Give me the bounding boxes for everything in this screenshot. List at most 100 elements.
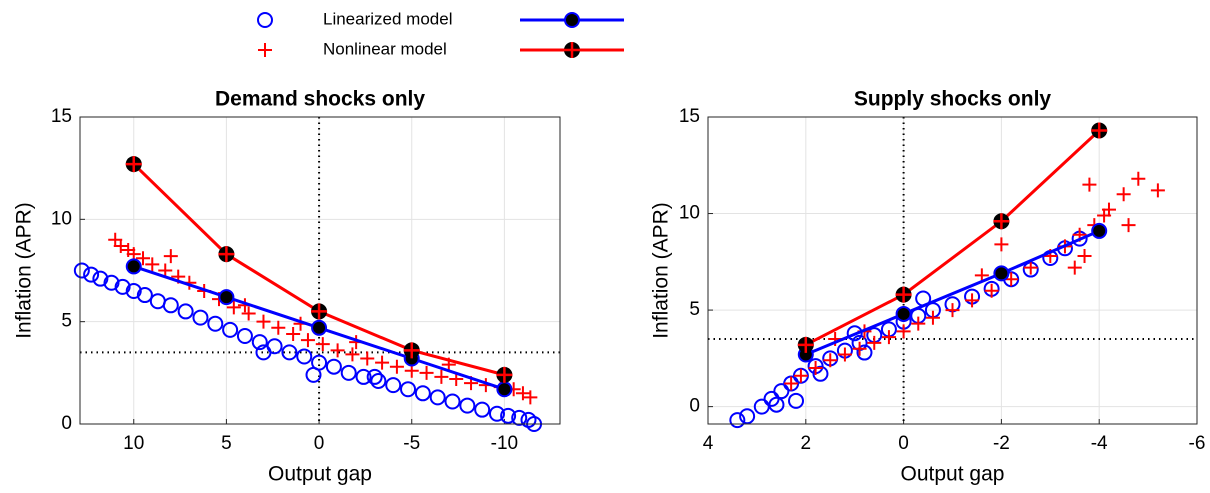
marker — [793, 368, 808, 383]
marker — [500, 407, 517, 424]
marker — [385, 377, 402, 394]
marker — [400, 381, 417, 398]
marker — [895, 305, 912, 322]
marker — [158, 263, 173, 278]
y-tick-label: 15 — [679, 106, 700, 127]
marker — [257, 12, 273, 28]
marker — [296, 348, 313, 365]
marker — [945, 303, 960, 318]
marker — [784, 376, 799, 391]
marker — [768, 396, 785, 413]
x-tick-label: 4 — [703, 433, 714, 454]
marker — [515, 386, 530, 401]
marker — [1131, 171, 1146, 186]
marker — [92, 270, 109, 287]
marker — [788, 392, 805, 409]
marker — [311, 319, 328, 336]
marker — [444, 393, 461, 410]
panel: 10 5 0 -5 -10 0 5 10 15 Demand shocks only Output … — [13, 88, 561, 486]
y-tick-label: 15 — [51, 106, 72, 127]
marker — [1077, 249, 1092, 264]
marker — [340, 364, 357, 381]
marker — [1121, 218, 1136, 233]
marker-plus — [311, 303, 328, 320]
marker-plus — [797, 336, 814, 353]
marker — [1091, 222, 1108, 239]
marker — [103, 274, 120, 291]
marker — [1150, 183, 1165, 198]
marker — [222, 321, 239, 338]
axes-box — [79, 116, 561, 425]
axes-box — [707, 116, 1198, 425]
marker — [1082, 177, 1097, 192]
marker — [113, 238, 128, 253]
marker — [773, 383, 790, 400]
marker — [345, 347, 360, 362]
marker-plus — [218, 246, 235, 263]
series-line — [805, 129, 1101, 347]
marker — [808, 361, 823, 376]
marker — [136, 287, 153, 304]
y-tick-label: 0 — [689, 396, 700, 417]
marker-plus — [1091, 122, 1108, 139]
legend: Linearized model Nonlinear model — [257, 9, 624, 58]
x-tick-label: -6 — [1189, 433, 1206, 454]
series-line — [805, 229, 1100, 356]
marker — [496, 381, 513, 398]
marker — [856, 344, 873, 361]
marker-plus — [403, 342, 420, 359]
marker — [281, 344, 298, 361]
marker — [125, 282, 142, 299]
marker — [837, 347, 852, 362]
marker — [330, 343, 345, 358]
marker-plus — [895, 286, 912, 303]
x-tick-label: -2 — [993, 433, 1010, 454]
y-axis-label: Inflation (APR) — [13, 202, 36, 339]
marker — [994, 237, 1009, 252]
marker — [207, 315, 224, 332]
x-axis-label: Output gap — [268, 463, 372, 486]
y-axis-label: Inflation (APR) — [650, 202, 673, 339]
y-tick-label: 0 — [61, 413, 72, 434]
plot-area — [708, 117, 1197, 424]
marker — [419, 365, 434, 380]
x-axis-label: Output gap — [901, 463, 1005, 486]
marker — [241, 306, 256, 321]
marker — [911, 316, 926, 331]
marker — [114, 278, 131, 295]
marker — [852, 341, 867, 356]
x-tick-label: 2 — [801, 433, 812, 454]
marker — [271, 320, 286, 335]
x-tick-label: -5 — [403, 433, 420, 454]
marker-plus — [993, 213, 1010, 230]
marker — [511, 409, 528, 426]
marker — [823, 353, 838, 368]
x-tick-label: 0 — [898, 433, 909, 454]
marker — [251, 334, 268, 351]
marker — [812, 365, 829, 382]
marker — [125, 258, 142, 275]
marker — [739, 408, 756, 425]
marker — [370, 373, 387, 390]
marker — [993, 265, 1010, 282]
marker-plus — [496, 366, 513, 383]
marker — [136, 251, 151, 266]
marker — [286, 326, 301, 341]
marker — [429, 389, 446, 406]
y-tick-label: 5 — [689, 299, 700, 320]
marker — [846, 325, 863, 342]
marker — [729, 412, 746, 429]
marker — [434, 369, 449, 384]
y-tick-label: 10 — [679, 203, 700, 224]
x-tick-label: 5 — [221, 433, 232, 454]
marker — [523, 390, 538, 405]
marker — [177, 303, 194, 320]
marker — [255, 344, 272, 361]
legend-label: Linearized model — [323, 9, 452, 28]
marker — [881, 330, 896, 345]
marker — [414, 385, 431, 402]
marker — [474, 401, 491, 418]
marker — [1116, 187, 1131, 202]
marker — [355, 368, 372, 385]
